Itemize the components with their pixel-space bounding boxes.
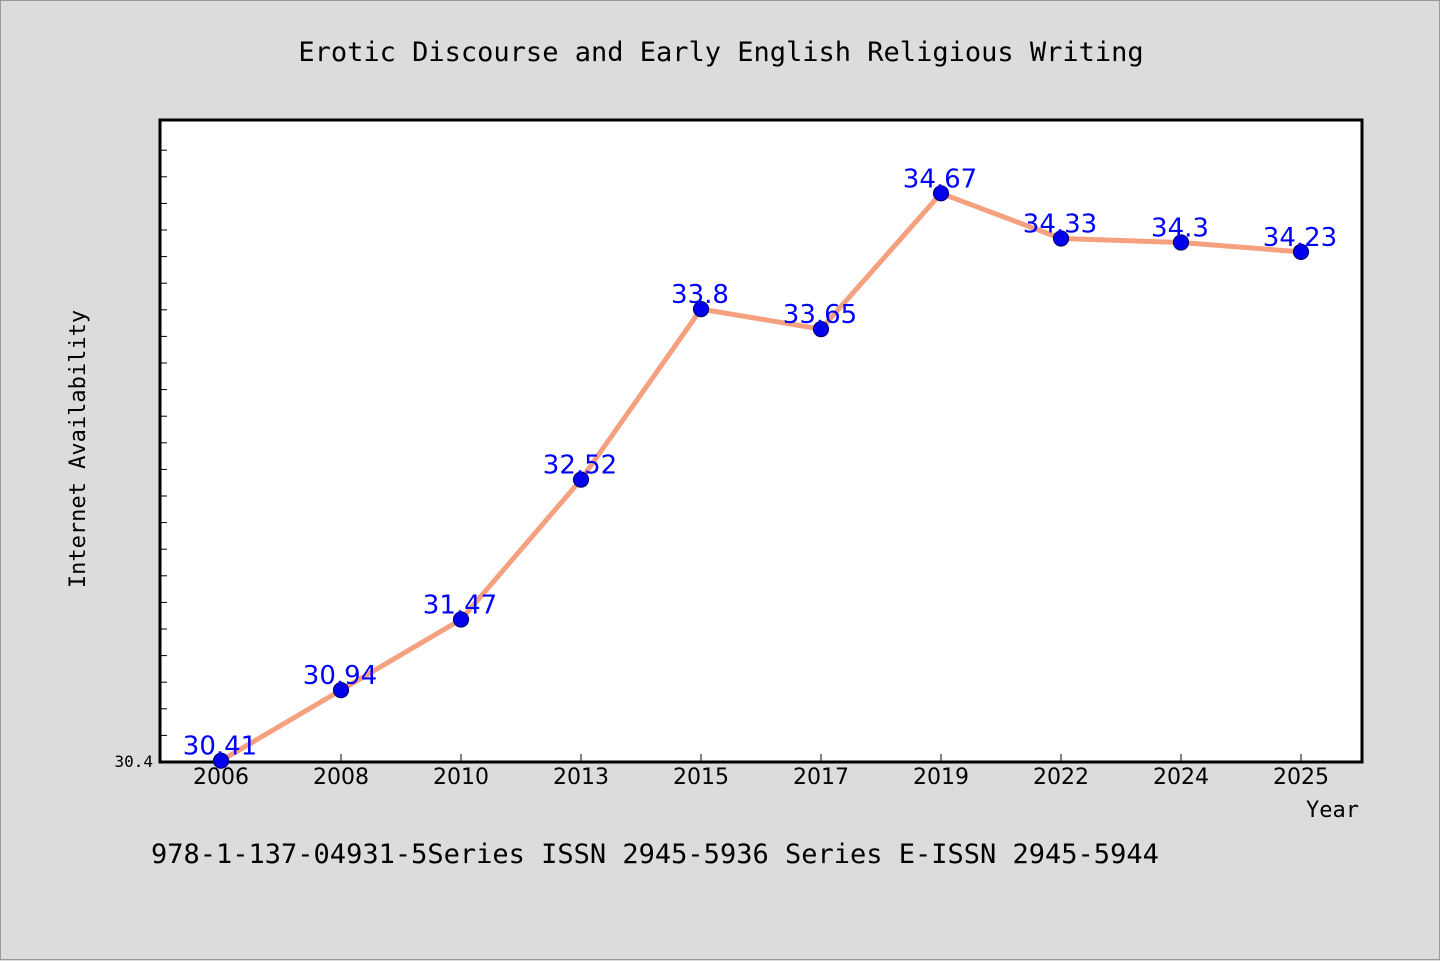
data-label: 32.52 [543,451,617,481]
data-markers [212,185,1310,769]
x-tick-label: 2015 [673,765,729,790]
x-tick-label: 2008 [313,765,369,790]
footer-isbn-issn: 978-1-137-04931-5Series ISSN 2945-5936 S… [151,839,1159,870]
data-point [332,681,350,699]
x-tick-label: 2013 [553,765,609,790]
data-point [812,321,830,338]
data-point [1292,243,1310,260]
data-label: 34.3 [1151,214,1209,244]
data-label: 34.23 [1263,223,1337,253]
data-point [692,301,710,318]
data-label: 34.67 [903,164,977,194]
y-axis-min-label: 30.4 [114,752,153,771]
x-tick-label: 2010 [433,765,489,790]
data-label: 33.65 [783,300,857,330]
x-axis-ticks [220,754,1302,762]
series-line [218,190,1304,764]
data-label: 30.94 [303,661,377,691]
y-axis-label: Internet Availability [66,310,91,588]
x-tick-label: 2024 [1153,765,1209,790]
x-axis-label: Year [1306,798,1359,823]
x-tick-label: 2022 [1033,765,1089,790]
data-label: 30.41 [183,732,257,762]
data-label: 31.47 [423,591,497,621]
data-label: 33.8 [671,280,729,310]
data-point [1052,230,1070,247]
data-labels: 30.41 30.94 31.47 32.52 33.8 33.65 34.67 34.33 3… [183,164,1337,761]
x-axis-tick-labels: 2006 2008 2010 2013 2015 2017 2019 2022 2024 2025 [193,765,1329,790]
x-tick-label: 2025 [1273,765,1329,790]
data-point [572,471,590,488]
x-tick-label: 2017 [793,765,849,790]
data-point [452,611,470,628]
x-tick-label: 2006 [193,765,249,790]
chart-title: Erotic Discourse and Early English Relig… [298,37,1143,68]
plot-area [158,118,1364,764]
data-point [932,185,950,202]
data-label: 34.33 [1023,210,1097,240]
y-axis-minor-ticks [160,149,167,736]
data-point [212,752,230,769]
x-tick-label: 2019 [913,765,969,790]
data-point [1172,234,1190,251]
